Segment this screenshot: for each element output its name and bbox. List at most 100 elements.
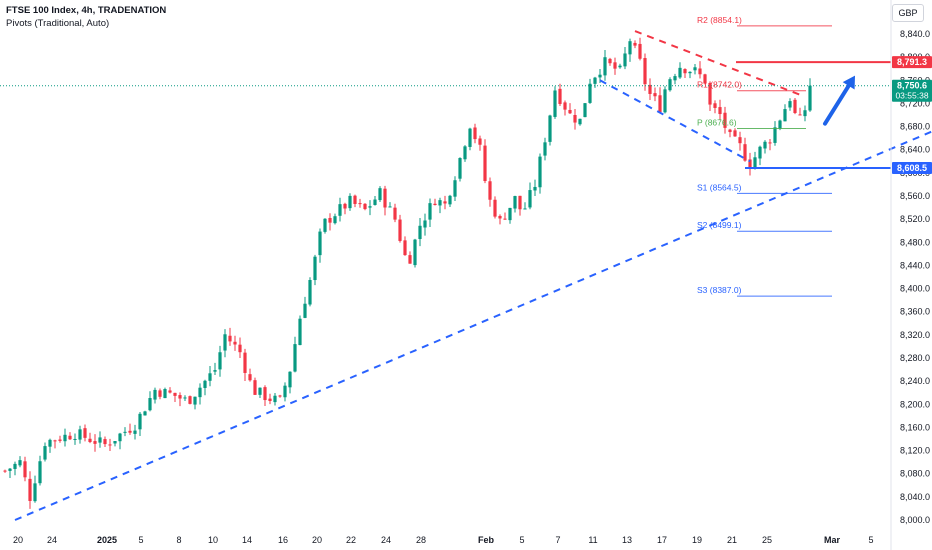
time-tick-label: 5	[138, 535, 143, 545]
candle-body	[498, 215, 502, 219]
symbol-title[interactable]: FTSE 100 Index, 4h, TRADENATION	[6, 5, 167, 16]
currency-button[interactable]: GBP	[892, 4, 924, 22]
falling-resistance-trendline[interactable]	[634, 30, 801, 96]
candle-body	[478, 138, 482, 145]
candle-body	[303, 303, 307, 318]
channel-lower-trendline[interactable]	[599, 79, 751, 163]
candle-body	[183, 397, 187, 399]
candle-body	[8, 468, 12, 471]
candle-body	[208, 373, 212, 381]
candle-body	[28, 478, 32, 501]
candle-body	[363, 203, 367, 210]
candle-body	[613, 62, 617, 69]
forecast-arrow-head-icon[interactable]	[842, 75, 855, 90]
candle-body	[463, 146, 467, 160]
candle-body	[513, 196, 517, 209]
candle-body	[308, 280, 312, 305]
rising-support-trendline[interactable]	[14, 101, 932, 521]
candle-body	[418, 225, 422, 240]
candle-body	[763, 141, 767, 149]
candle-body	[488, 181, 492, 200]
resistance-price-label: 8,791.3	[897, 57, 927, 67]
price-tick-label: 8,040.0	[900, 492, 930, 502]
time-tick-label: 13	[622, 535, 632, 545]
candle-body	[53, 440, 57, 442]
candle-body	[503, 218, 507, 220]
candle-body	[328, 217, 332, 223]
candle-body	[98, 437, 102, 443]
candle-body	[133, 430, 137, 434]
candle-body	[508, 207, 512, 221]
price-tick-label: 8,160.0	[900, 422, 930, 432]
candle-body	[733, 130, 737, 137]
time-tick-label: Mar	[824, 535, 841, 545]
candle-body	[648, 84, 652, 94]
price-tick-label: 8,680.0	[900, 122, 930, 132]
candle-body	[313, 256, 317, 281]
time-scale[interactable]: 20 24 2025 5 8 10 14 16 20 22 24 28 Feb 5 7 11 13 17 19 21 2…	[13, 535, 874, 545]
candle-body	[473, 127, 477, 140]
time-tick-label: 19	[692, 535, 702, 545]
candle-body	[403, 240, 407, 256]
candle-body	[358, 203, 362, 205]
pivot-levels: R2 (8854.1) R1 (8742.0) P (8676.6) S1 (8564…	[697, 15, 832, 297]
candle-body	[518, 195, 522, 210]
time-tick-label: 16	[278, 535, 288, 545]
candle-body	[453, 180, 457, 197]
time-tick-label: 28	[416, 535, 426, 545]
time-tick-label: 20	[13, 535, 23, 545]
candle-body	[153, 389, 157, 400]
candle-body	[323, 218, 327, 232]
candle-body	[428, 203, 432, 220]
time-tick-label: 21	[727, 535, 737, 545]
price-tick-label: 8,520.0	[900, 214, 930, 224]
candle-body	[393, 207, 397, 220]
candle-body	[148, 398, 152, 411]
candle-body	[293, 344, 297, 372]
time-tick-label: 17	[657, 535, 667, 545]
candle-body	[468, 128, 472, 147]
time-tick-label: 24	[47, 535, 57, 545]
price-tick-label: 8,280.0	[900, 353, 930, 363]
indicator-label[interactable]: Pivots (Traditional, Auto)	[6, 18, 110, 29]
candle-body	[408, 255, 412, 264]
candle-body	[253, 380, 257, 395]
current-price-label-bg	[892, 79, 932, 102]
support-price-label: 8,608.5	[897, 163, 927, 173]
candle-body	[78, 429, 82, 440]
candle-body	[438, 200, 442, 206]
candle-body	[668, 79, 672, 91]
candle-body	[458, 158, 462, 179]
candle-body	[88, 438, 92, 443]
candle-body	[118, 433, 122, 442]
candle-body	[798, 114, 802, 116]
candle-body	[198, 387, 202, 398]
candle-body	[653, 93, 657, 97]
candle-body	[553, 90, 557, 117]
candle-body	[578, 118, 582, 125]
candle-body	[708, 82, 712, 105]
candle-body	[73, 438, 77, 440]
pivot-label: S2 (8499.1)	[697, 220, 742, 230]
candle-body	[108, 444, 112, 446]
pivot-label: S3 (8387.0)	[697, 285, 742, 295]
price-tick-label: 8,240.0	[900, 376, 930, 386]
forecast-arrow-shaft[interactable]	[823, 83, 851, 126]
pivot-label: R1 (8742.0)	[697, 80, 742, 90]
price-tick-label: 8,080.0	[900, 469, 930, 479]
candle-body	[493, 199, 497, 217]
candle-body	[748, 159, 752, 170]
candles	[3, 37, 812, 509]
price-tick-label: 8,840.0	[900, 29, 930, 39]
candle-body	[643, 58, 647, 85]
candle-body	[143, 411, 147, 416]
price-tick-label: 8,360.0	[900, 307, 930, 317]
candle-body	[543, 142, 547, 156]
price-tick-label: 8,640.0	[900, 145, 930, 155]
price-tick-label: 8,400.0	[900, 284, 930, 294]
candle-body	[33, 483, 37, 502]
current-price-label: 8,750.6	[897, 81, 927, 91]
candle-body	[713, 103, 717, 108]
